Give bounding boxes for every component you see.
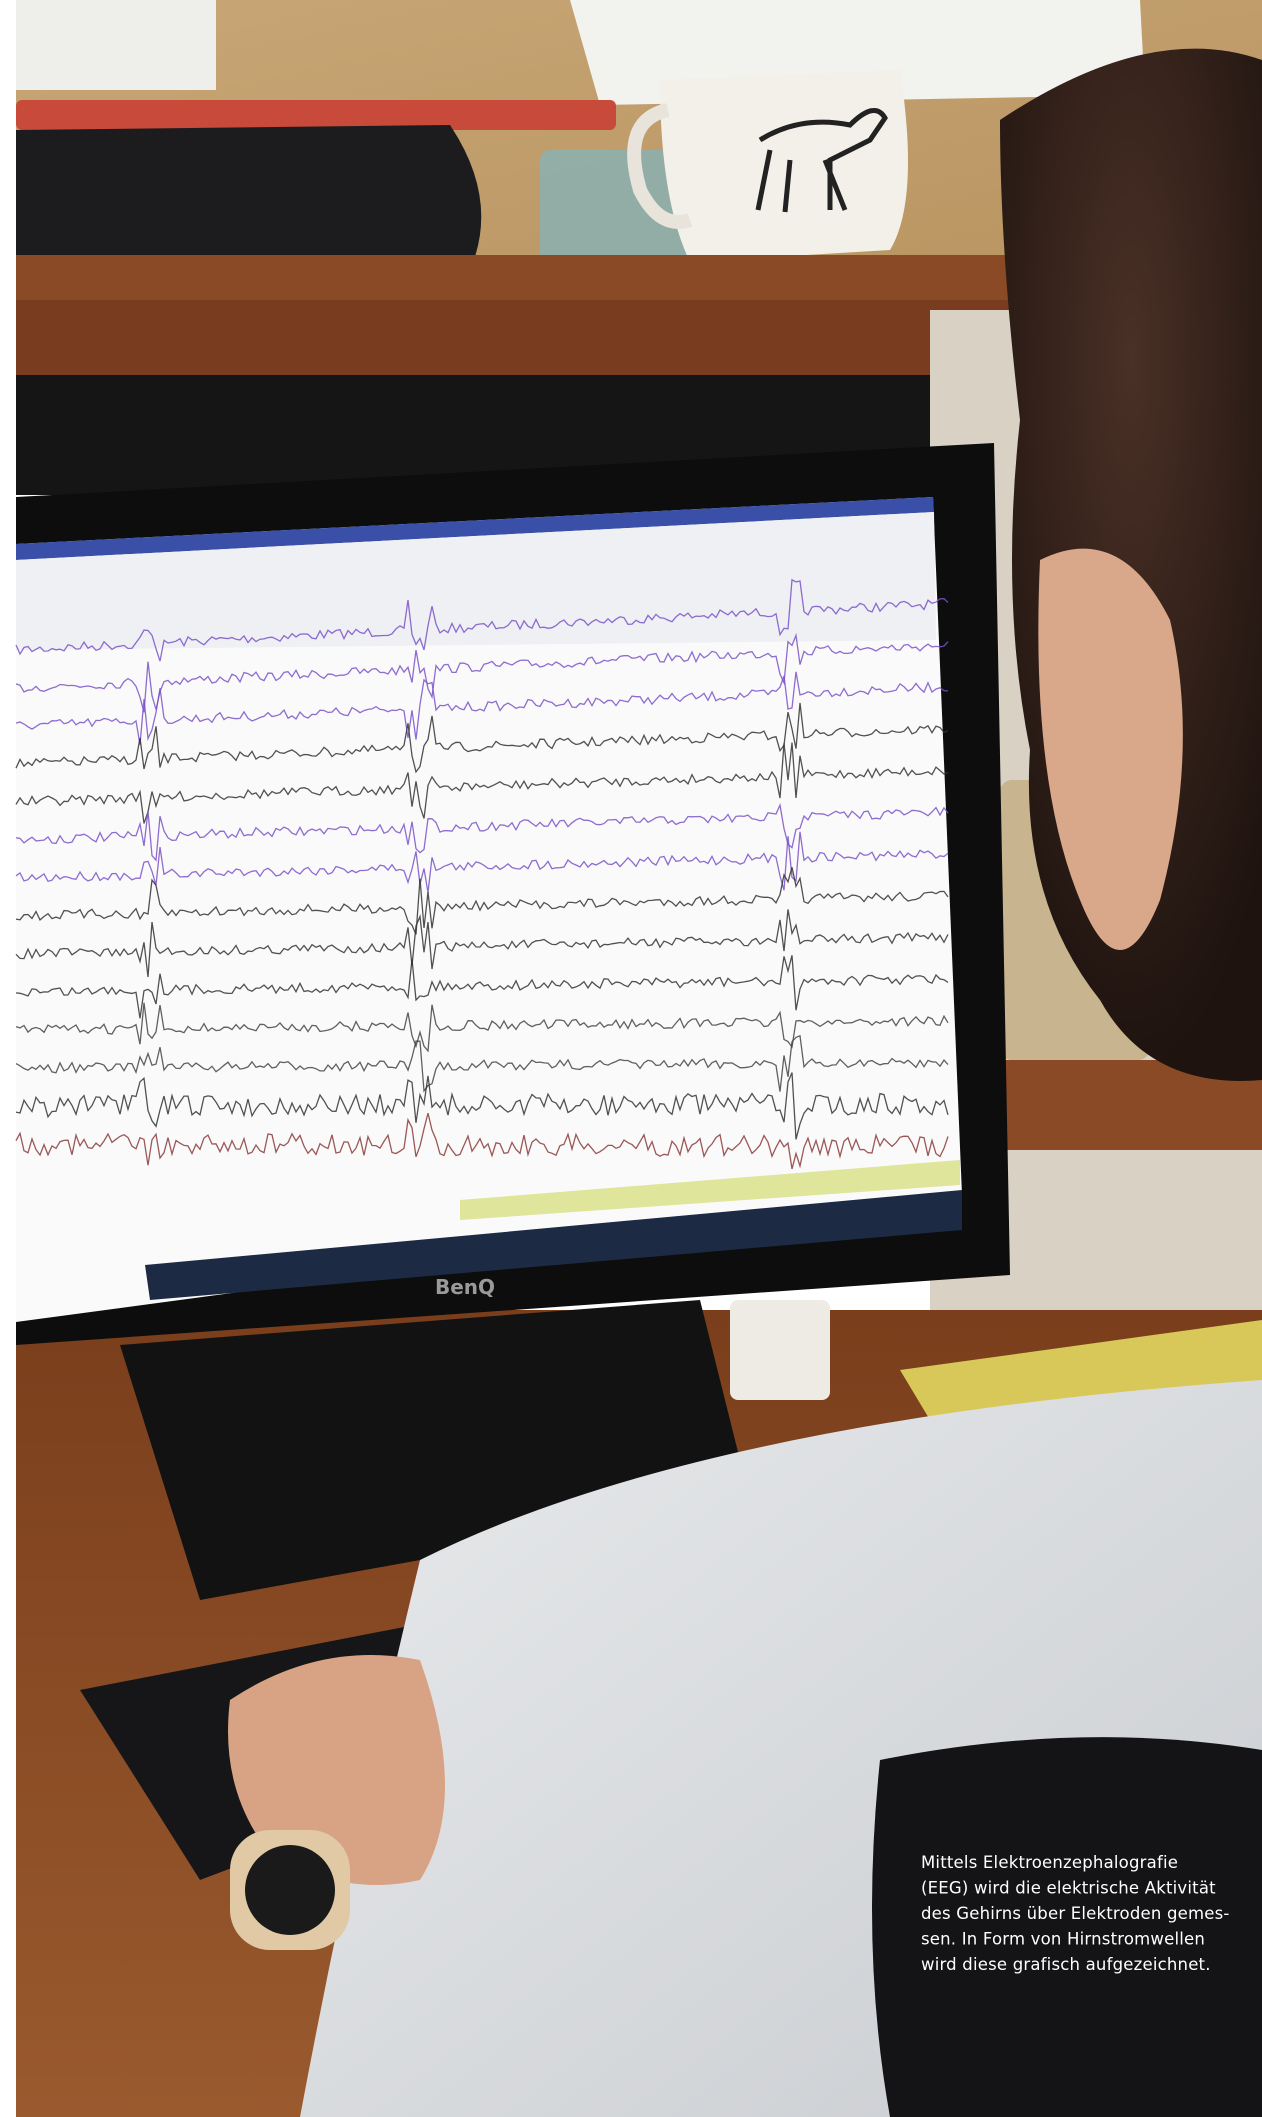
caption-line: des Gehirns über Elektroden gemes- bbox=[921, 1904, 1230, 1923]
paper bbox=[16, 0, 216, 90]
margin bbox=[0, 0, 16, 2117]
folder bbox=[16, 100, 616, 130]
monitor-brand: BenQ bbox=[435, 1275, 495, 1299]
photo: BenQ Mittels Elektroenzephalografie (EEG)… bbox=[0, 0, 1262, 2117]
watch-face bbox=[245, 1845, 335, 1935]
mug bbox=[660, 70, 908, 262]
caption-line: (EEG) wird die elektrische Aktivität bbox=[921, 1879, 1216, 1898]
speaker bbox=[730, 1300, 830, 1400]
caption-line: wird diese grafisch aufgezeichnet. bbox=[921, 1955, 1211, 1974]
caption-line: sen. In Form von Hirnstromwellen bbox=[921, 1930, 1205, 1949]
caption-line: Mittels Elektroenzephalografie bbox=[921, 1853, 1178, 1872]
chair bbox=[872, 1737, 1262, 2117]
